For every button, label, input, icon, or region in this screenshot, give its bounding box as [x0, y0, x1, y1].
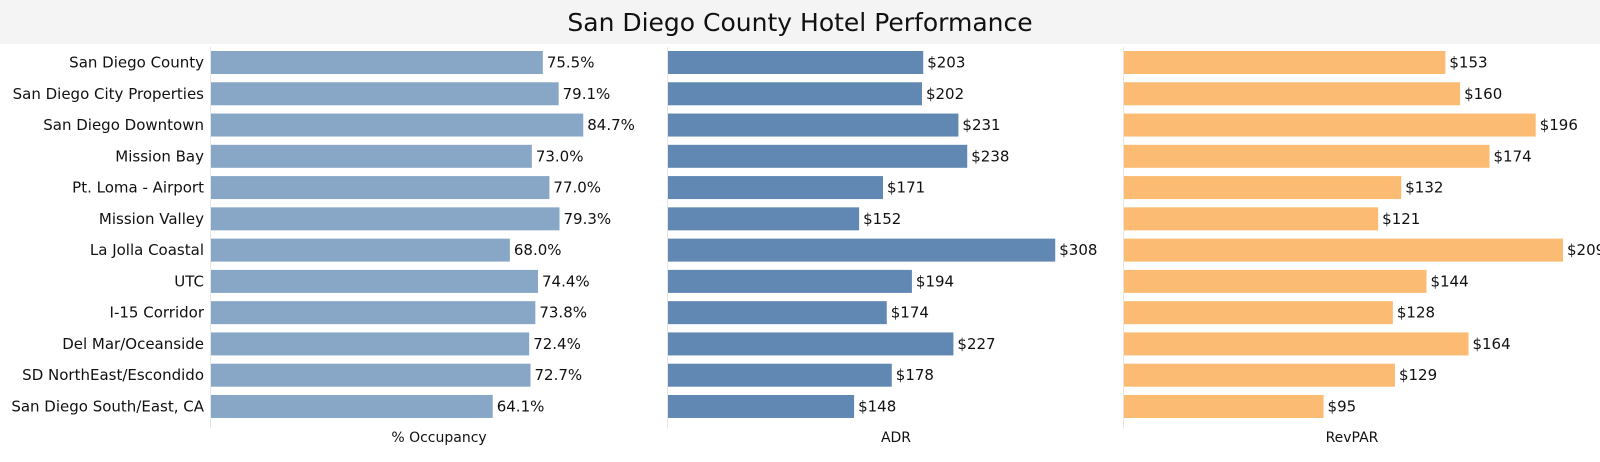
data-label-0-9: 72.4% [533, 335, 581, 353]
data-label-2-11: $95 [1328, 397, 1357, 415]
data-label-1-11: $148 [858, 397, 896, 415]
row-label-11: San Diego South/East, CA [11, 397, 204, 415]
data-label-2-6: $209 [1567, 241, 1600, 259]
bar-2-9 [1124, 332, 1469, 356]
data-label-1-4: $171 [887, 179, 925, 197]
bar-0-10 [211, 363, 531, 387]
data-label-2-9: $164 [1472, 335, 1510, 353]
data-label-1-7: $194 [916, 272, 954, 290]
bar-2-6 [1124, 238, 1564, 262]
data-label-2-10: $129 [1399, 366, 1437, 384]
bar-0-4 [211, 176, 550, 200]
bar-0-8 [211, 301, 536, 325]
bar-2-7 [1124, 269, 1427, 293]
bar-1-2 [668, 113, 959, 137]
data-label-2-3: $174 [1493, 147, 1531, 165]
data-label-2-0: $153 [1449, 54, 1487, 72]
data-label-0-6: 68.0% [514, 241, 562, 259]
chart-title: San Diego County Hotel Performance [567, 7, 1033, 37]
data-label-0-5: 79.3% [564, 210, 612, 228]
data-label-2-1: $160 [1464, 85, 1502, 103]
bar-1-0 [668, 51, 924, 74]
bar-2-10 [1124, 363, 1395, 387]
bar-2-8 [1124, 301, 1393, 325]
data-label-2-5: $121 [1382, 210, 1420, 228]
bar-1-3 [668, 144, 968, 168]
data-label-1-0: $203 [927, 54, 965, 72]
bar-1-11 [668, 394, 855, 418]
data-label-1-5: $152 [863, 210, 901, 228]
data-label-0-0: 75.5% [547, 54, 595, 72]
data-label-1-9: $227 [957, 335, 995, 353]
row-label-8: I-15 Corridor [110, 304, 205, 322]
bar-0-2 [211, 113, 584, 137]
row-label-9: Del Mar/Oceanside [62, 335, 204, 353]
bar-0-3 [211, 144, 532, 168]
data-label-2-2: $196 [1540, 116, 1578, 134]
bar-1-5 [668, 207, 860, 231]
chart-title-bar: San Diego County Hotel Performance [0, 0, 1600, 44]
bar-1-10 [668, 363, 892, 387]
bar-1-4 [668, 176, 883, 200]
row-label-3: Mission Bay [115, 147, 204, 165]
data-label-1-1: $202 [926, 85, 964, 103]
bar-0-9 [211, 332, 530, 356]
row-label-5: Mission Valley [99, 210, 204, 228]
data-label-2-4: $132 [1405, 179, 1443, 197]
row-label-4: Pt. Loma - Airport [72, 179, 204, 197]
row-label-2: San Diego Downtown [43, 116, 204, 134]
bar-1-6 [668, 238, 1056, 262]
bar-0-11 [211, 394, 493, 418]
data-label-1-10: $178 [896, 366, 934, 384]
data-label-1-6: $308 [1059, 241, 1097, 259]
data-label-0-7: 74.4% [542, 272, 590, 290]
axis-title-1: ADR [881, 430, 911, 446]
data-label-0-11: 64.1% [497, 397, 545, 415]
data-label-0-3: 73.0% [536, 147, 584, 165]
bar-2-2 [1124, 113, 1536, 137]
bar-0-1 [211, 82, 559, 106]
data-label-0-2: 84.7% [587, 116, 635, 134]
data-label-2-8: $128 [1397, 304, 1435, 322]
row-label-0: San Diego County [69, 54, 204, 72]
data-label-1-2: $231 [962, 116, 1000, 134]
bar-0-5 [211, 207, 560, 231]
bar-2-5 [1124, 207, 1379, 231]
bar-2-0 [1124, 51, 1446, 74]
axis-title-0: % Occupancy [391, 430, 486, 446]
bar-1-9 [668, 332, 954, 356]
bar-1-8 [668, 301, 887, 325]
bar-0-0 [211, 51, 543, 74]
row-label-10: SD NorthEast/Escondido [22, 366, 204, 384]
data-label-2-7: $144 [1430, 272, 1468, 290]
bar-2-1 [1124, 82, 1461, 106]
data-label-0-8: 73.8% [539, 304, 587, 322]
bar-2-3 [1124, 144, 1490, 168]
bar-0-6 [211, 238, 510, 262]
bar-0-7 [211, 269, 538, 293]
row-label-6: La Jolla Coastal [90, 241, 204, 259]
data-label-0-10: 72.7% [535, 366, 583, 384]
row-label-7: UTC [174, 272, 204, 290]
data-label-0-4: 77.0% [553, 179, 601, 197]
data-label-1-3: $238 [971, 147, 1009, 165]
bar-2-11 [1124, 394, 1324, 418]
data-label-1-8: $174 [891, 304, 929, 322]
bar-2-4 [1124, 176, 1402, 200]
bar-1-1 [668, 82, 922, 106]
row-label-1: San Diego City Properties [13, 85, 205, 103]
axis-title-2: RevPAR [1326, 430, 1379, 446]
data-label-0-1: 79.1% [563, 85, 611, 103]
bar-1-7 [668, 269, 912, 293]
